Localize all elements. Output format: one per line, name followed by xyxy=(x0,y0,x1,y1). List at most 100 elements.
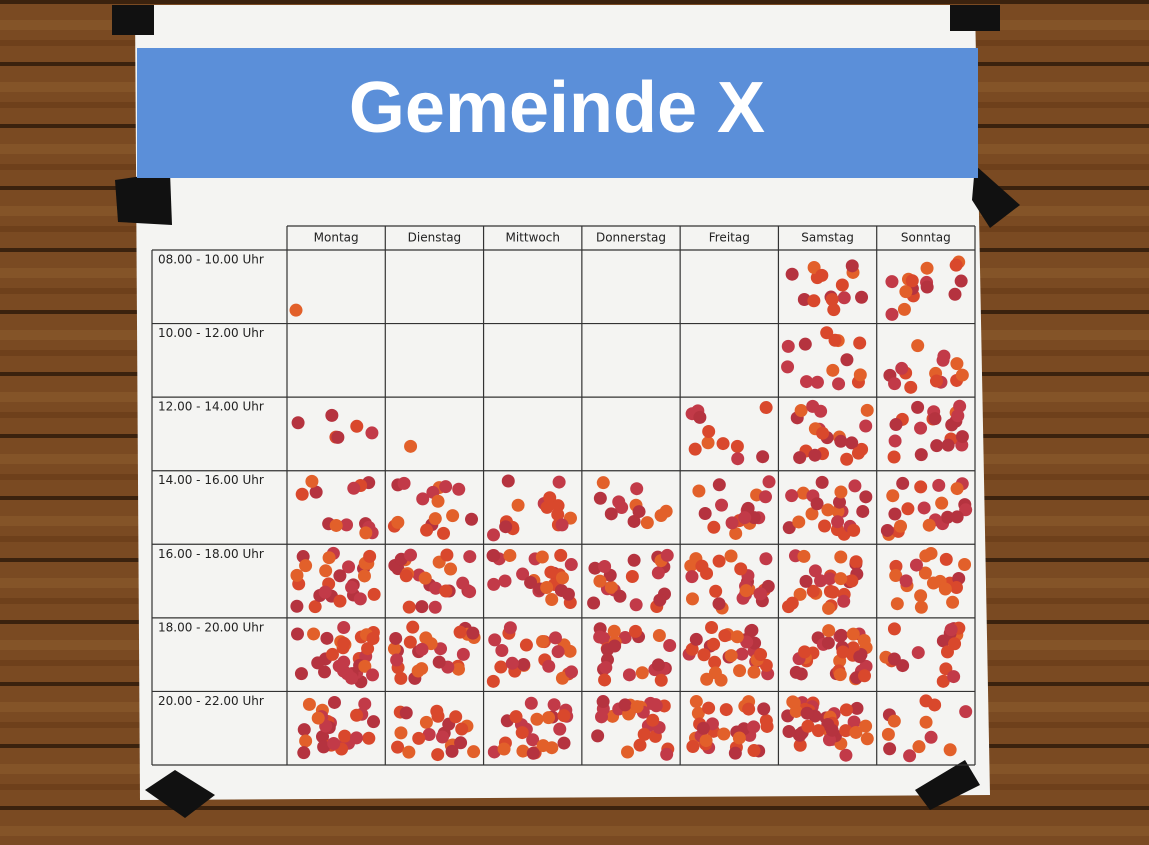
sticker-dot xyxy=(692,484,705,497)
sticker-dot xyxy=(446,509,459,522)
sticker-dot xyxy=(925,731,938,744)
sticker-dot xyxy=(826,586,839,599)
sticker-dot xyxy=(452,483,465,496)
sticker-dot xyxy=(747,720,760,733)
sticker-dot xyxy=(517,658,530,671)
sticker-dot xyxy=(556,571,569,584)
sticker-dot xyxy=(457,648,470,661)
sticker-dot xyxy=(707,521,720,534)
sticker-dot xyxy=(326,648,339,661)
sticker-dot xyxy=(918,501,931,514)
sticker-dot xyxy=(400,706,413,719)
sticker-dot xyxy=(958,558,971,571)
column-header: Montag xyxy=(314,231,359,245)
sticker-dot xyxy=(686,740,699,753)
sticker-dot xyxy=(837,595,850,608)
sticker-dot xyxy=(663,639,676,652)
sticker-dot xyxy=(726,516,739,529)
sticker-dot xyxy=(319,586,332,599)
sticker-dot xyxy=(891,597,904,610)
sticker-dot xyxy=(717,727,730,740)
sticker-dot xyxy=(488,633,501,646)
sticker-dot xyxy=(699,507,712,520)
sticker-dot xyxy=(337,621,350,634)
sticker-dot xyxy=(631,700,644,713)
sticker-dot xyxy=(429,601,442,614)
sticker-dot xyxy=(786,597,799,610)
sticker-dot xyxy=(702,436,715,449)
sticker-dot xyxy=(896,659,909,672)
sticker-dot xyxy=(312,712,325,725)
sticker-dot xyxy=(822,636,835,649)
sticker-dot xyxy=(331,431,344,444)
sticker-dot xyxy=(429,512,442,525)
sticker-dot xyxy=(305,475,318,488)
row-header: 18.00 - 20.00 Uhr xyxy=(158,620,264,634)
sticker-dot xyxy=(955,275,968,288)
sticker-dot xyxy=(544,566,557,579)
sticker-dot xyxy=(702,702,715,715)
sticker-dot xyxy=(911,401,924,414)
sticker-dot xyxy=(554,549,567,562)
sticker-dot xyxy=(463,550,476,563)
sticker-dot xyxy=(419,572,432,585)
sticker-dot xyxy=(391,741,404,754)
sticker-dot xyxy=(742,703,755,716)
sticker-dot xyxy=(831,515,844,528)
sticker-dot xyxy=(565,665,578,678)
sticker-dot xyxy=(883,742,896,755)
sticker-dot xyxy=(881,524,894,537)
sticker-dot xyxy=(403,601,416,614)
sticker-dot xyxy=(465,513,478,526)
sticker-dot xyxy=(628,554,641,567)
sticker-dot xyxy=(558,709,571,722)
sticker-dot xyxy=(885,275,898,288)
sticker-dot xyxy=(927,577,940,590)
sticker-dot xyxy=(420,524,433,537)
sticker-dot xyxy=(854,368,867,381)
sticker-dot xyxy=(540,581,553,594)
sticker-dot xyxy=(729,747,742,760)
dot-cell xyxy=(404,440,417,453)
sticker-dot xyxy=(516,726,529,739)
sticker-dot xyxy=(852,447,865,460)
sticker-dot xyxy=(850,555,863,568)
sticker-dot xyxy=(894,520,907,533)
sticker-dot xyxy=(655,674,668,687)
sticker-dot xyxy=(498,743,511,756)
column-header: Sonntag xyxy=(901,231,951,245)
sticker-dot xyxy=(932,479,945,492)
dot-cell xyxy=(290,304,303,317)
sticker-dot xyxy=(946,596,959,609)
sticker-dot xyxy=(899,285,912,298)
sticker-dot xyxy=(790,666,803,679)
row-header: 10.00 - 12.00 Uhr xyxy=(158,326,264,340)
sticker-dot xyxy=(839,749,852,762)
sticker-dot xyxy=(935,497,948,510)
sticker-dot xyxy=(292,416,305,429)
sticker-dot xyxy=(389,632,402,645)
sticker-dot xyxy=(834,486,847,499)
sticker-dot xyxy=(320,632,333,645)
sticker-dot xyxy=(921,281,934,294)
sticker-dot xyxy=(365,426,378,439)
sticker-dot xyxy=(499,520,512,533)
sticker-dot xyxy=(366,632,379,645)
sticker-dot xyxy=(923,519,936,532)
sticker-dot xyxy=(597,695,610,708)
sticker-dot xyxy=(295,667,308,680)
sticker-dot xyxy=(740,584,753,597)
sticker-dot xyxy=(626,570,639,583)
sticker-dot xyxy=(748,744,761,757)
sticker-dot xyxy=(939,583,952,596)
sticker-dot xyxy=(889,418,902,431)
sticker-dot xyxy=(499,574,512,587)
sticker-dot xyxy=(901,502,914,515)
row-header: 14.00 - 16.00 Uhr xyxy=(158,473,264,487)
sticker-dot xyxy=(629,625,642,638)
sticker-dot xyxy=(697,722,710,735)
sticker-dot xyxy=(634,739,647,752)
sticker-dot xyxy=(323,551,336,564)
sticker-dot xyxy=(350,420,363,433)
sticker-dot xyxy=(366,668,379,681)
